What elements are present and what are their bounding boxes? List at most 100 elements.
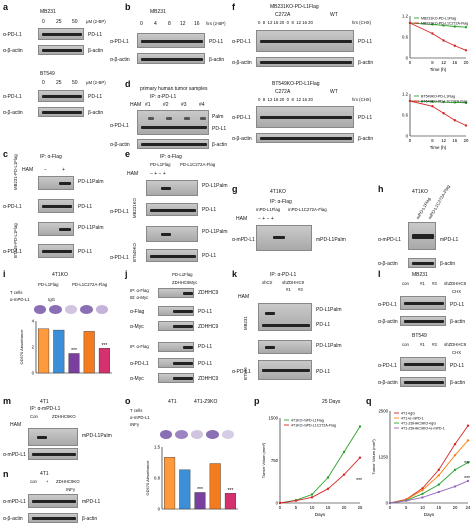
data-point (464, 101, 468, 104)
bar (53, 329, 65, 374)
band-label: PD-L1 (78, 204, 93, 210)
row-label: α-mPD-L1 (130, 415, 150, 420)
western-blot (256, 106, 354, 128)
well-image (34, 305, 47, 314)
well-image (206, 430, 219, 439)
x-tick-label: 24 (466, 505, 471, 510)
row-label: α-PD-L1 (378, 363, 397, 369)
bar (98, 348, 110, 374)
panel-letter: k (232, 269, 238, 279)
series-line (279, 457, 361, 504)
significance-label: *** (101, 343, 107, 349)
y-tick-label: 2 (32, 345, 35, 350)
row-label: α-PD-L1 (110, 39, 129, 45)
band-label: PD-L1Palm (316, 307, 342, 313)
row-label: α-PD-L1 (232, 369, 251, 375)
ham-label: HAM (22, 167, 34, 173)
time-label: 4 (154, 21, 157, 27)
time-unit: hrs (2-BP) (206, 21, 226, 26)
band-label: PD-L1 (212, 126, 227, 132)
panel-title: primary human tumor samples (140, 86, 208, 92)
bar (38, 328, 50, 374)
western-blot (146, 249, 198, 262)
lane-label: + (46, 479, 49, 484)
well-plate-images (34, 305, 109, 314)
data-point (326, 487, 330, 491)
x-tick-label: 15 (436, 505, 441, 510)
x-tick-label: 20 (342, 505, 347, 510)
cell-label: MB231 (412, 272, 428, 278)
data-point (453, 119, 456, 122)
y-tick-label: 0 (386, 501, 389, 506)
group-label: C272A (275, 12, 291, 18)
time-unit: hrs (CHX) (352, 20, 372, 25)
western-blot (158, 373, 194, 383)
construct-label: mPD-L1Flag (256, 207, 281, 212)
band-label: β-actin (450, 380, 466, 386)
lane-label: #3 (432, 342, 437, 347)
dose-label: 0 (42, 19, 45, 25)
western-blot (158, 321, 194, 331)
data-point (466, 439, 470, 442)
band-label: β-actin (440, 261, 456, 267)
cell-label: MB231 (243, 316, 248, 330)
band-label: PD-L1 (198, 344, 213, 350)
sample-label: #3 (181, 102, 187, 108)
western-blot (158, 358, 194, 368)
band-label: PD-L1 (202, 253, 217, 259)
cell-label: BT549KO-PD-L1Flag (272, 81, 320, 87)
row-label: α-β-actin (3, 48, 23, 54)
western-blot (137, 139, 209, 149)
data-point (294, 499, 298, 502)
western-blot (146, 226, 198, 242)
data-point (278, 501, 282, 505)
cell-label: MB231KO (132, 198, 137, 218)
dose-label: 0 (42, 80, 45, 86)
group-label: WT (330, 12, 338, 18)
data-point (453, 485, 457, 488)
panel-letter: l (378, 269, 381, 279)
data-point (310, 496, 314, 499)
data-point (437, 483, 440, 486)
row-label: α-PD-L1 (110, 255, 129, 261)
legend-label: 4T1+IgG (401, 412, 415, 416)
western-blot (28, 513, 78, 523)
data-point (442, 112, 445, 115)
x-tick-label: 10 (420, 505, 425, 510)
ip-label: IP: α-Flag (40, 154, 62, 160)
legend-label: BT549KO-PD-L1C272A-Flag (421, 100, 467, 104)
bar-chart: 0 0.8 1.5 *** *** OD570 Absorbance (145, 445, 238, 512)
well-plate-images (160, 430, 235, 439)
band-label: PD-L1Palm (78, 179, 104, 185)
row-label: α-β-actin (3, 516, 23, 522)
x-tick-label: 10 (310, 505, 315, 510)
band-label: PD-L1 (316, 322, 331, 328)
western-blot (38, 244, 74, 258)
clone-label: #1 (286, 287, 291, 292)
construct-label: PD-L1Flag (150, 162, 171, 167)
time-row: 0 8 12 16 20 0 8 12 16 20 (258, 20, 313, 25)
band-label: PD-L1Palm (202, 229, 228, 235)
legend-label: 4T1KO-mPD-L1C272A-Flag (291, 424, 336, 428)
clone-label: #3 (298, 287, 303, 292)
x-tick-label: 8 (431, 138, 434, 143)
row-label: α-mPD-L1 (232, 237, 255, 243)
ip-label: IP: α-Flag (130, 344, 149, 349)
significance-label: *** (227, 488, 233, 494)
y-tick-label: 1.2 (402, 92, 409, 97)
western-blot (146, 203, 198, 216)
data-point (431, 32, 434, 35)
group-label: PD-L1Flag (38, 282, 59, 287)
lane-label: Con (30, 414, 38, 419)
x-axis-label: Days (424, 512, 435, 517)
panel-letter: o (125, 396, 131, 406)
x-tick-label: 20 (464, 138, 469, 143)
ip-label: IP: α-Flag (160, 154, 182, 160)
significance-label: *** (464, 461, 470, 467)
data-point (326, 476, 330, 479)
data-point (437, 474, 440, 477)
lane-label: #1 (420, 342, 425, 347)
time-label: 12 (180, 21, 186, 27)
series-line (389, 480, 469, 504)
significance-label: *** (356, 478, 362, 484)
